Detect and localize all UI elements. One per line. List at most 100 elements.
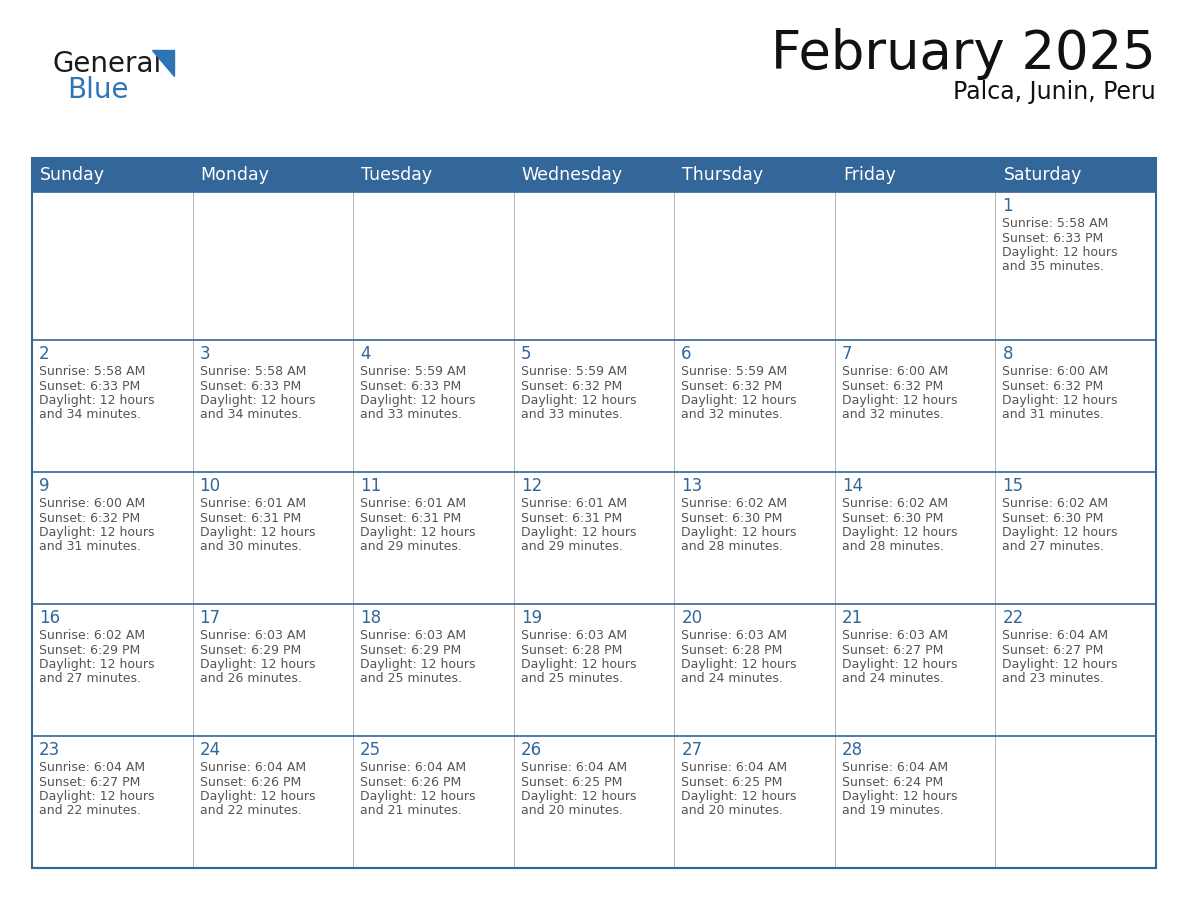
Text: Sunset: 6:32 PM: Sunset: 6:32 PM	[842, 379, 943, 393]
Text: 26: 26	[520, 741, 542, 759]
Text: 14: 14	[842, 477, 862, 495]
Text: Sunrise: 6:00 AM: Sunrise: 6:00 AM	[39, 497, 145, 510]
Text: 16: 16	[39, 609, 61, 627]
Text: Sunrise: 6:01 AM: Sunrise: 6:01 AM	[520, 497, 627, 510]
Text: 1: 1	[1003, 197, 1013, 215]
Text: Sunset: 6:33 PM: Sunset: 6:33 PM	[1003, 231, 1104, 244]
Text: 15: 15	[1003, 477, 1024, 495]
Text: Sunrise: 6:04 AM: Sunrise: 6:04 AM	[842, 761, 948, 774]
Text: Daylight: 12 hours: Daylight: 12 hours	[681, 658, 797, 671]
Text: 11: 11	[360, 477, 381, 495]
Text: 19: 19	[520, 609, 542, 627]
Text: 17: 17	[200, 609, 221, 627]
Text: 27: 27	[681, 741, 702, 759]
Text: Sunset: 6:28 PM: Sunset: 6:28 PM	[681, 644, 783, 656]
Text: and 28 minutes.: and 28 minutes.	[681, 541, 783, 554]
Text: Sunrise: 6:03 AM: Sunrise: 6:03 AM	[200, 629, 305, 642]
Text: Sunset: 6:30 PM: Sunset: 6:30 PM	[681, 511, 783, 524]
Text: Sunset: 6:29 PM: Sunset: 6:29 PM	[200, 644, 301, 656]
Text: Sunrise: 5:59 AM: Sunrise: 5:59 AM	[681, 365, 788, 378]
Text: Daylight: 12 hours: Daylight: 12 hours	[681, 394, 797, 407]
Text: and 32 minutes.: and 32 minutes.	[842, 409, 943, 421]
Text: Sunrise: 6:02 AM: Sunrise: 6:02 AM	[39, 629, 145, 642]
Text: Sunset: 6:28 PM: Sunset: 6:28 PM	[520, 644, 623, 656]
Text: Palca, Junin, Peru: Palca, Junin, Peru	[953, 80, 1156, 104]
Text: Daylight: 12 hours: Daylight: 12 hours	[1003, 394, 1118, 407]
Text: 21: 21	[842, 609, 864, 627]
Text: and 20 minutes.: and 20 minutes.	[681, 804, 783, 818]
Text: Daylight: 12 hours: Daylight: 12 hours	[842, 658, 958, 671]
Text: Sunset: 6:24 PM: Sunset: 6:24 PM	[842, 776, 943, 789]
Text: Thursday: Thursday	[682, 166, 764, 184]
Text: and 24 minutes.: and 24 minutes.	[681, 673, 783, 686]
Text: 8: 8	[1003, 345, 1013, 363]
Text: Sunset: 6:27 PM: Sunset: 6:27 PM	[842, 644, 943, 656]
Text: Sunset: 6:27 PM: Sunset: 6:27 PM	[1003, 644, 1104, 656]
Text: Sunrise: 6:00 AM: Sunrise: 6:00 AM	[842, 365, 948, 378]
Text: and 27 minutes.: and 27 minutes.	[39, 673, 141, 686]
Text: 6: 6	[681, 345, 691, 363]
Text: and 33 minutes.: and 33 minutes.	[360, 409, 462, 421]
Text: 23: 23	[39, 741, 61, 759]
Text: 13: 13	[681, 477, 702, 495]
Text: Daylight: 12 hours: Daylight: 12 hours	[520, 526, 637, 539]
Text: Sunset: 6:31 PM: Sunset: 6:31 PM	[200, 511, 301, 524]
Text: 28: 28	[842, 741, 862, 759]
Text: Sunrise: 6:02 AM: Sunrise: 6:02 AM	[1003, 497, 1108, 510]
Text: Sunrise: 6:04 AM: Sunrise: 6:04 AM	[520, 761, 627, 774]
Text: and 19 minutes.: and 19 minutes.	[842, 804, 943, 818]
Text: Sunset: 6:29 PM: Sunset: 6:29 PM	[360, 644, 461, 656]
Text: Sunset: 6:33 PM: Sunset: 6:33 PM	[39, 379, 140, 393]
Text: and 35 minutes.: and 35 minutes.	[1003, 261, 1105, 274]
Text: and 23 minutes.: and 23 minutes.	[1003, 673, 1105, 686]
Text: and 34 minutes.: and 34 minutes.	[200, 409, 302, 421]
Text: and 27 minutes.: and 27 minutes.	[1003, 541, 1105, 554]
Text: Sunrise: 6:04 AM: Sunrise: 6:04 AM	[200, 761, 305, 774]
Text: Daylight: 12 hours: Daylight: 12 hours	[842, 790, 958, 803]
Text: Daylight: 12 hours: Daylight: 12 hours	[200, 526, 315, 539]
Text: 12: 12	[520, 477, 542, 495]
Text: and 25 minutes.: and 25 minutes.	[360, 673, 462, 686]
Text: 18: 18	[360, 609, 381, 627]
Text: Daylight: 12 hours: Daylight: 12 hours	[1003, 658, 1118, 671]
Text: Daylight: 12 hours: Daylight: 12 hours	[39, 394, 154, 407]
Text: and 31 minutes.: and 31 minutes.	[1003, 409, 1105, 421]
Text: Sunset: 6:25 PM: Sunset: 6:25 PM	[681, 776, 783, 789]
Text: and 29 minutes.: and 29 minutes.	[520, 541, 623, 554]
Text: Daylight: 12 hours: Daylight: 12 hours	[39, 790, 154, 803]
Text: Sunrise: 6:04 AM: Sunrise: 6:04 AM	[1003, 629, 1108, 642]
Text: Sunset: 6:32 PM: Sunset: 6:32 PM	[681, 379, 783, 393]
Text: Sunset: 6:32 PM: Sunset: 6:32 PM	[520, 379, 623, 393]
Text: and 30 minutes.: and 30 minutes.	[200, 541, 302, 554]
Text: 9: 9	[39, 477, 50, 495]
Text: Daylight: 12 hours: Daylight: 12 hours	[360, 526, 475, 539]
Text: Sunrise: 6:04 AM: Sunrise: 6:04 AM	[360, 761, 466, 774]
Text: and 20 minutes.: and 20 minutes.	[520, 804, 623, 818]
Text: and 24 minutes.: and 24 minutes.	[842, 673, 943, 686]
Text: Daylight: 12 hours: Daylight: 12 hours	[200, 790, 315, 803]
Text: 20: 20	[681, 609, 702, 627]
Text: General: General	[52, 50, 162, 78]
Text: 10: 10	[200, 477, 221, 495]
Polygon shape	[152, 50, 173, 76]
Text: and 29 minutes.: and 29 minutes.	[360, 541, 462, 554]
Text: Saturday: Saturday	[1004, 166, 1082, 184]
Text: 5: 5	[520, 345, 531, 363]
Text: Sunset: 6:31 PM: Sunset: 6:31 PM	[360, 511, 461, 524]
Text: Sunset: 6:30 PM: Sunset: 6:30 PM	[1003, 511, 1104, 524]
Text: Sunrise: 6:01 AM: Sunrise: 6:01 AM	[360, 497, 466, 510]
Text: and 33 minutes.: and 33 minutes.	[520, 409, 623, 421]
Text: Sunrise: 6:03 AM: Sunrise: 6:03 AM	[842, 629, 948, 642]
Text: Sunrise: 6:04 AM: Sunrise: 6:04 AM	[681, 761, 788, 774]
Text: 25: 25	[360, 741, 381, 759]
Text: Daylight: 12 hours: Daylight: 12 hours	[842, 526, 958, 539]
Text: Daylight: 12 hours: Daylight: 12 hours	[360, 658, 475, 671]
Text: 24: 24	[200, 741, 221, 759]
Text: and 26 minutes.: and 26 minutes.	[200, 673, 302, 686]
Text: Sunrise: 5:58 AM: Sunrise: 5:58 AM	[39, 365, 145, 378]
Text: Daylight: 12 hours: Daylight: 12 hours	[39, 658, 154, 671]
Text: and 34 minutes.: and 34 minutes.	[39, 409, 141, 421]
Bar	[32, 158, 1156, 192]
Text: Daylight: 12 hours: Daylight: 12 hours	[360, 394, 475, 407]
Text: Sunset: 6:32 PM: Sunset: 6:32 PM	[1003, 379, 1104, 393]
